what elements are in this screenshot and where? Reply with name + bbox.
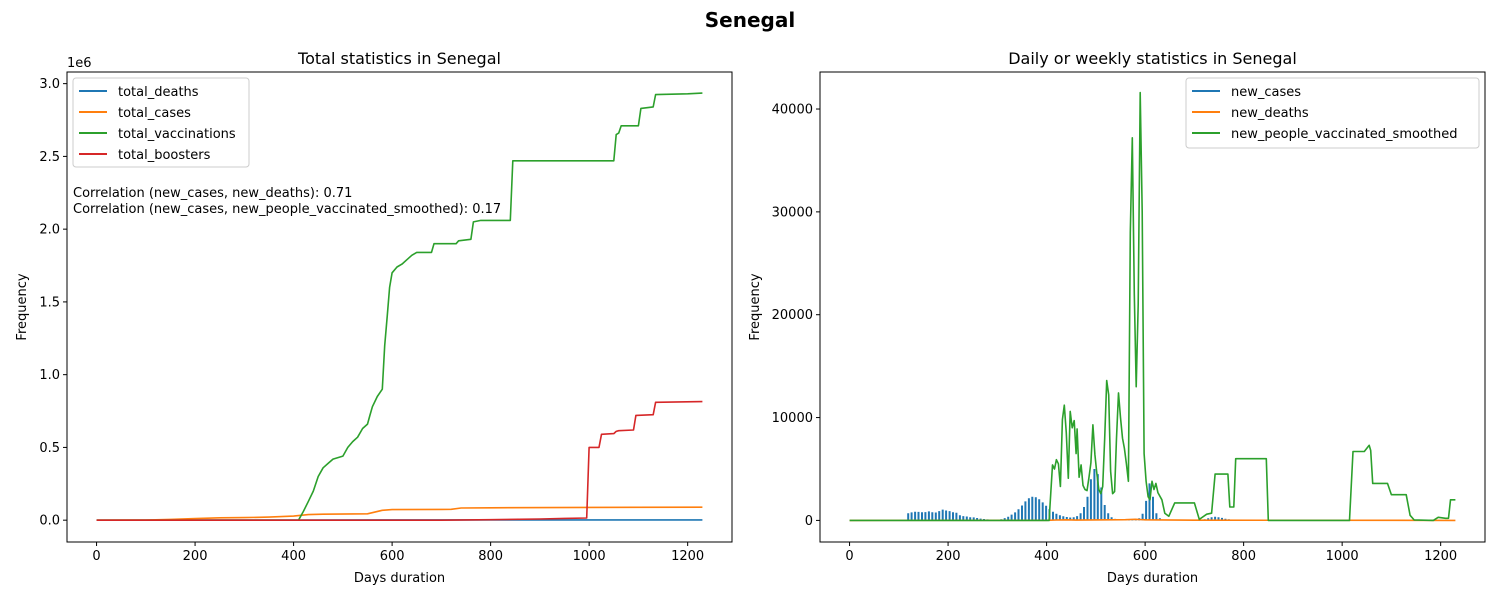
- legend: new_cases new_deaths new_people_vaccinat…: [1185, 77, 1480, 149]
- y-tick-label: 2.5: [39, 150, 60, 165]
- y-tick-label: 3.0: [39, 77, 60, 92]
- x-tick-label: 1000: [1326, 549, 1359, 564]
- x-ticks: 0 200 400 600 800 1000 1200: [845, 542, 1457, 564]
- new-people-vaccinated-smoothed-line: [849, 91, 1456, 522]
- x-tick-label: 1200: [671, 549, 704, 564]
- y-tick-label: 0.5: [39, 441, 60, 456]
- legend-label-total-boosters: total_boosters: [118, 148, 211, 163]
- total-cases-line: [96, 506, 703, 521]
- total-vaccinations-line: [96, 92, 703, 521]
- plot-area: [820, 72, 1485, 542]
- total-boosters-line: [96, 400, 703, 521]
- x-tick-label: 0: [92, 549, 100, 564]
- x-tick-label: 800: [1231, 549, 1256, 564]
- correlation-annotation-2: Correlation (new_cases, new_people_vacci…: [73, 202, 501, 217]
- y-axis-label: Frequency: [15, 273, 30, 340]
- series-lines: [96, 92, 703, 521]
- y-offset-label: 1e6: [67, 56, 92, 71]
- x-tick-label: 600: [380, 549, 405, 564]
- legend-label-new-deaths: new_deaths: [1231, 106, 1309, 121]
- legend-box: [1185, 77, 1480, 149]
- axes-frame: [66, 71, 733, 543]
- y-tick-label: 1.0: [39, 368, 60, 383]
- legend-label-total-vaccinations: total_vaccinations: [118, 127, 236, 142]
- legend-label-new-people-vaccinated: new_people_vaccinated_smoothed: [1231, 127, 1457, 142]
- y-ticks: 0.0 0.5 1.0 1.5 2.0 2.5 3.0: [39, 77, 67, 529]
- x-tick-label: 600: [1133, 549, 1158, 564]
- figure-suptitle: Senegal: [705, 8, 795, 32]
- y-tick-label: 30000: [772, 205, 813, 220]
- y-tick-label: 10000: [772, 411, 813, 426]
- x-tick-label: 800: [478, 549, 503, 564]
- y-tick-label: 1.5: [39, 295, 60, 310]
- x-tick-label: 200: [936, 549, 961, 564]
- x-tick-label: 400: [1034, 549, 1059, 564]
- legend-box: [72, 77, 250, 168]
- x-axis-label: Days duration: [1107, 571, 1198, 586]
- y-tick-label: 2.0: [39, 223, 60, 238]
- daily-statistics-chart: 0 200 400 600 800 1000 1200 0 10000 20000 30000 40…: [748, 49, 1486, 586]
- legend-label-total-deaths: total_deaths: [118, 85, 199, 100]
- y-tick-label: 20000: [772, 308, 813, 323]
- x-axis-label: Days duration: [354, 571, 445, 586]
- chart-title: Total statistics in Senegal: [297, 49, 501, 68]
- x-tick-label: 200: [183, 549, 208, 564]
- x-tick-label: 1000: [573, 549, 606, 564]
- total-statistics-chart: 0 200 400 600 800 1000 1200 0.0 0.5 1.0 1.5 2.0 2.5…: [15, 49, 733, 586]
- x-ticks: 0 200 400 600 800 1000 1200: [92, 542, 704, 564]
- y-tick-label: 40000: [772, 103, 813, 118]
- x-tick-label: 400: [281, 549, 306, 564]
- y-tick-label: 0.0: [39, 514, 60, 529]
- correlation-annotation-1: Correlation (new_cases, new_deaths): 0.7…: [73, 186, 352, 201]
- x-tick-label: 0: [845, 549, 853, 564]
- legend-label-total-cases: total_cases: [118, 106, 191, 121]
- axes-frame: [819, 71, 1486, 543]
- chart-title: Daily or weekly statistics in Senegal: [1008, 49, 1297, 68]
- y-ticks: 0 10000 20000 30000 40000: [772, 103, 820, 529]
- y-tick-label: 0: [805, 514, 813, 529]
- series-lines: [849, 91, 1456, 522]
- legend: total_deaths total_cases total_vaccinati…: [72, 77, 250, 168]
- x-tick-label: 1200: [1424, 549, 1457, 564]
- new-deaths-line: [849, 518, 1456, 522]
- legend-label-new-cases: new_cases: [1231, 85, 1301, 100]
- y-axis-label: Frequency: [748, 273, 763, 340]
